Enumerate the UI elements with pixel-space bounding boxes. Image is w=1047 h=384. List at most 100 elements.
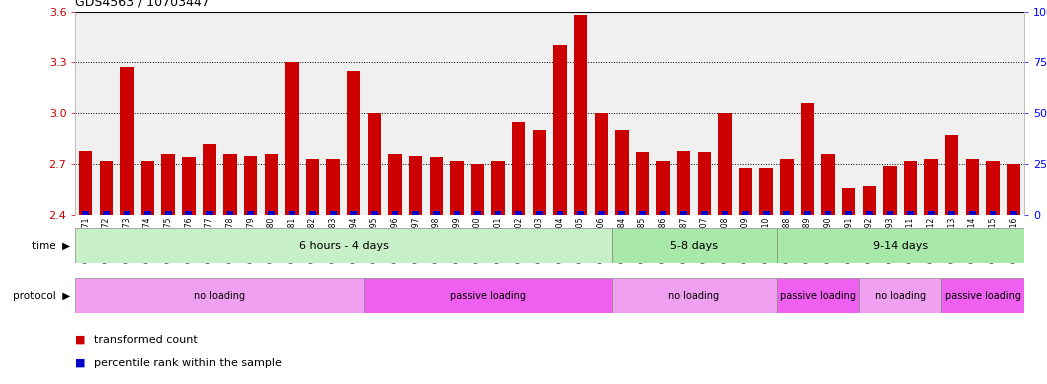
Text: no loading: no loading: [668, 291, 719, 301]
Bar: [371, 211, 378, 215]
Text: 5-8 days: 5-8 days: [670, 241, 718, 251]
Bar: [120, 68, 134, 215]
Bar: [164, 211, 172, 215]
Bar: [285, 62, 298, 215]
Bar: [928, 211, 935, 215]
Bar: [223, 154, 237, 215]
Bar: [677, 151, 690, 215]
Bar: [474, 211, 481, 215]
Bar: [185, 211, 193, 215]
Bar: [364, 278, 611, 313]
Bar: [777, 278, 859, 313]
Bar: [392, 211, 398, 215]
Bar: [780, 159, 794, 215]
Bar: [75, 278, 364, 313]
Bar: [409, 156, 422, 215]
Text: ■: ■: [75, 358, 86, 368]
Bar: [660, 211, 667, 215]
Bar: [611, 278, 777, 313]
Bar: [182, 157, 196, 215]
Bar: [611, 228, 777, 263]
Bar: [965, 159, 979, 215]
Bar: [949, 211, 955, 215]
Bar: [825, 211, 831, 215]
Bar: [718, 113, 732, 215]
Text: 6 hours - 4 days: 6 hours - 4 days: [298, 241, 388, 251]
Bar: [1010, 211, 1017, 215]
Bar: [574, 15, 587, 215]
Bar: [203, 144, 216, 215]
Bar: [124, 211, 130, 215]
Text: 9-14 days: 9-14 days: [873, 241, 928, 251]
Bar: [351, 211, 357, 215]
Bar: [471, 164, 484, 215]
Bar: [845, 211, 852, 215]
Bar: [656, 161, 670, 215]
Bar: [515, 211, 522, 215]
Bar: [697, 152, 711, 215]
Bar: [986, 161, 1000, 215]
Bar: [636, 152, 649, 215]
Bar: [103, 211, 110, 215]
Bar: [721, 211, 729, 215]
Bar: [1007, 164, 1021, 215]
Bar: [681, 211, 687, 215]
Bar: [512, 122, 526, 215]
Bar: [533, 130, 547, 215]
Bar: [79, 151, 92, 215]
Bar: [866, 211, 872, 215]
Bar: [553, 45, 566, 215]
Text: GDS4563 / 10703447: GDS4563 / 10703447: [75, 0, 210, 9]
Bar: [804, 211, 810, 215]
Bar: [309, 211, 316, 215]
Bar: [75, 228, 611, 263]
Bar: [557, 211, 563, 215]
Bar: [859, 278, 941, 313]
Text: time  ▶: time ▶: [32, 241, 70, 251]
Bar: [884, 166, 896, 215]
Text: passive loading: passive loading: [780, 291, 855, 301]
Bar: [247, 211, 254, 215]
Bar: [227, 211, 233, 215]
Bar: [777, 228, 1024, 263]
Bar: [887, 211, 893, 215]
Bar: [989, 211, 997, 215]
Bar: [783, 211, 790, 215]
Bar: [289, 211, 295, 215]
Bar: [801, 103, 815, 215]
Text: percentile rank within the sample: percentile rank within the sample: [94, 358, 282, 368]
Text: ■: ■: [75, 335, 86, 345]
Bar: [945, 135, 958, 215]
Bar: [904, 161, 917, 215]
Text: no loading: no loading: [874, 291, 926, 301]
Bar: [265, 154, 279, 215]
Bar: [144, 211, 151, 215]
Bar: [491, 161, 505, 215]
Bar: [99, 161, 113, 215]
Bar: [432, 211, 440, 215]
Bar: [759, 167, 773, 215]
Bar: [970, 211, 976, 215]
Bar: [330, 211, 336, 215]
Text: passive loading: passive loading: [450, 291, 526, 301]
Bar: [347, 71, 360, 215]
Bar: [388, 154, 402, 215]
Bar: [619, 211, 625, 215]
Bar: [925, 159, 938, 215]
Bar: [941, 278, 1024, 313]
Bar: [206, 211, 213, 215]
Bar: [742, 211, 749, 215]
Text: transformed count: transformed count: [94, 335, 198, 345]
Bar: [577, 211, 584, 215]
Bar: [161, 154, 175, 215]
Bar: [763, 211, 770, 215]
Bar: [450, 161, 464, 215]
Bar: [244, 156, 258, 215]
Bar: [863, 186, 876, 215]
Bar: [429, 157, 443, 215]
Text: no loading: no loading: [194, 291, 245, 301]
Text: protocol  ▶: protocol ▶: [13, 291, 70, 301]
Bar: [268, 211, 274, 215]
Bar: [495, 211, 502, 215]
Bar: [639, 211, 646, 215]
